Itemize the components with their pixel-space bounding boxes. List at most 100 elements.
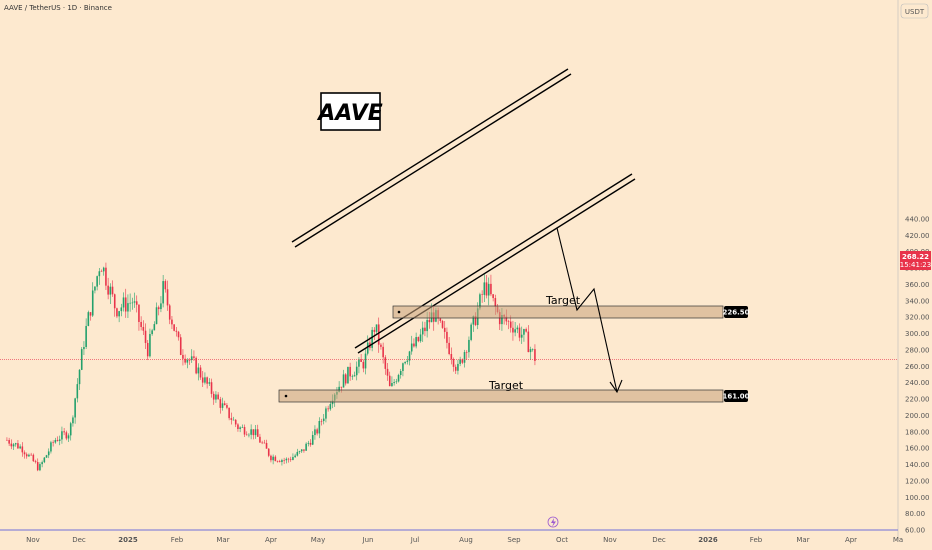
time-tick-label: Ma xyxy=(893,536,903,544)
candle-body xyxy=(364,353,367,369)
candle-body xyxy=(197,367,200,374)
price-tick-label: 280.00 xyxy=(905,346,930,354)
candle-body xyxy=(322,418,325,422)
candle-body xyxy=(50,442,52,452)
candle-body xyxy=(63,431,65,433)
candle-body xyxy=(314,429,316,436)
candle-body xyxy=(25,454,28,457)
candle-body xyxy=(525,329,527,332)
candle-body xyxy=(490,283,492,295)
candle-body xyxy=(120,307,123,312)
candle-body xyxy=(457,363,459,371)
candle-body xyxy=(518,327,521,338)
candle-body xyxy=(452,359,455,367)
price-tick-label: 200.00 xyxy=(905,412,930,420)
candle-body xyxy=(151,330,153,335)
candle-body xyxy=(184,358,186,363)
lightning-icon[interactable] xyxy=(547,516,559,528)
candle-body xyxy=(226,405,228,408)
candle-body xyxy=(470,324,472,340)
candle-body xyxy=(428,319,431,323)
candle-body xyxy=(307,442,310,444)
candle-body xyxy=(21,446,24,453)
candle-body xyxy=(417,337,420,342)
candle-body xyxy=(501,315,503,325)
candle-body xyxy=(41,462,43,465)
candle-body xyxy=(162,281,164,304)
candle-body xyxy=(186,359,189,363)
aave-logo-box[interactable] xyxy=(320,92,381,131)
candle-body xyxy=(395,381,398,383)
candle-body xyxy=(274,456,277,462)
lower-channel[interactable] xyxy=(354,173,636,354)
lightning-glyph xyxy=(551,518,556,527)
candle-body xyxy=(221,403,224,408)
candle-body xyxy=(201,377,204,383)
time-tick-label: Oct xyxy=(556,536,568,544)
candle-body xyxy=(298,451,301,452)
candle-body xyxy=(232,419,235,421)
time-tick-label: 2025 xyxy=(118,536,138,544)
currency-box[interactable] xyxy=(900,3,929,19)
time-tick-label: May xyxy=(311,536,325,544)
price-tick-label: 120.00 xyxy=(905,477,930,485)
time-axis[interactable]: Nov Dec 2025 Feb Mar Apr May Jun Jul Aug Sep Oct Nov… xyxy=(26,536,903,544)
aave-logo-label: AAVE xyxy=(316,101,383,126)
candle-body xyxy=(45,455,48,458)
candle-body xyxy=(210,382,213,394)
candle-body xyxy=(281,460,283,463)
candle-body xyxy=(204,377,206,383)
candle-body xyxy=(135,301,138,305)
candle-body xyxy=(399,370,402,375)
candle-body xyxy=(83,347,85,350)
candle-body xyxy=(116,308,118,317)
candle-body xyxy=(481,294,483,295)
price-tick-label: 240.00 xyxy=(905,379,930,387)
candle-body xyxy=(32,454,35,462)
time-tick-label: Jul xyxy=(410,536,420,544)
candle-body xyxy=(404,361,406,364)
candle-body xyxy=(391,383,393,387)
candle-body xyxy=(446,331,448,343)
candle-body xyxy=(461,359,464,363)
candle-body xyxy=(56,439,59,441)
candle-body xyxy=(179,337,182,355)
candle-body xyxy=(375,324,378,332)
candle-body xyxy=(76,384,79,399)
candle-body xyxy=(252,429,255,436)
time-tick-label: Mar xyxy=(796,536,809,544)
candle-body xyxy=(397,374,400,382)
candle-body xyxy=(153,324,156,331)
candle-body xyxy=(347,366,349,384)
candle-body xyxy=(34,461,37,463)
candle-body xyxy=(527,331,530,353)
candle-body xyxy=(325,408,327,419)
candle-body xyxy=(173,324,175,331)
candle-body xyxy=(36,462,39,471)
price-tick-label: 340.00 xyxy=(905,297,930,305)
candle-body xyxy=(382,346,384,358)
candle-body xyxy=(270,455,272,461)
zone-anchor-1[interactable] xyxy=(397,310,401,314)
candle-body xyxy=(208,382,211,384)
candle-body xyxy=(91,290,94,316)
target-zone-2[interactable] xyxy=(278,389,724,403)
candle-body xyxy=(523,329,525,335)
candle-body xyxy=(419,334,422,342)
target-2-value: 161.00 xyxy=(722,393,749,401)
candle-body xyxy=(296,451,299,456)
candle-body xyxy=(303,449,305,451)
candle-body xyxy=(166,289,169,306)
upper-channel[interactable] xyxy=(291,68,572,248)
time-tick-label: Dec xyxy=(652,536,666,544)
candle-body xyxy=(384,357,387,369)
candle-body xyxy=(230,418,233,420)
target-zone-1[interactable] xyxy=(392,305,724,319)
price-tick-label: 360.00 xyxy=(905,281,930,289)
candle-body xyxy=(177,331,180,338)
candle-body xyxy=(463,352,466,363)
zone-anchor-2[interactable] xyxy=(284,394,288,398)
candle-body xyxy=(19,446,21,449)
